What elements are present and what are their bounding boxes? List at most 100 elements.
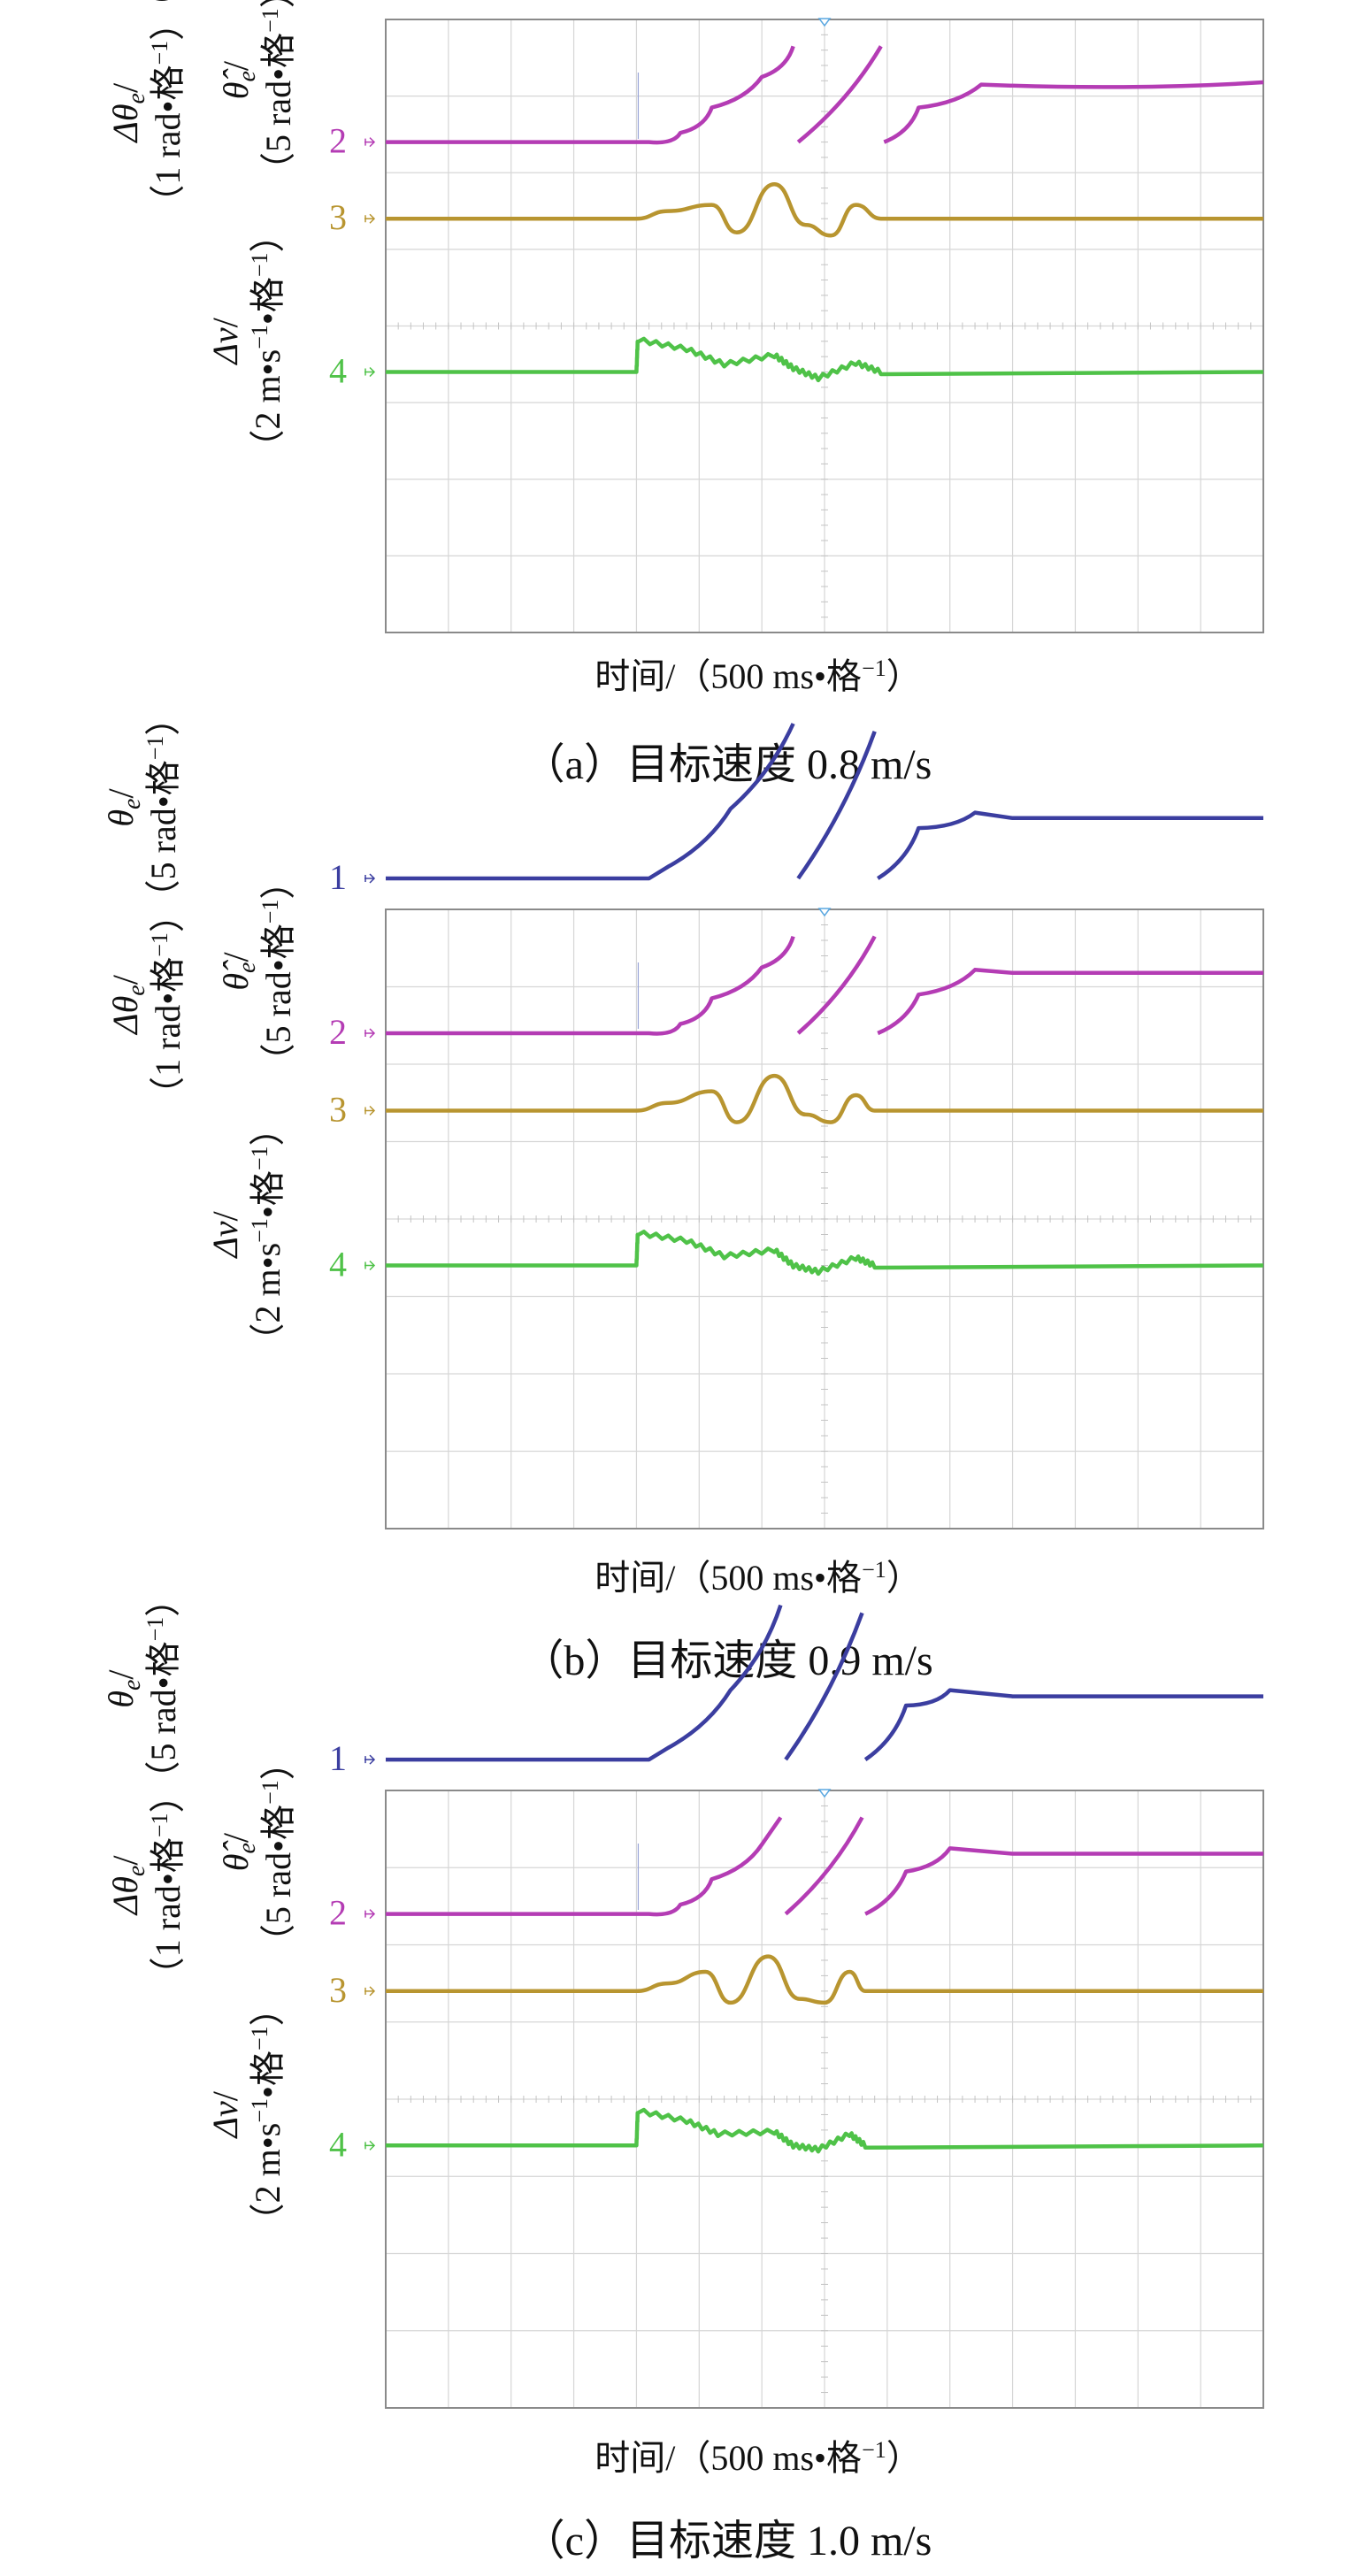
label-part: ） (148, 1777, 188, 1813)
label-part: ） (258, 0, 298, 8)
channel-arrow-icon (364, 1028, 376, 1039)
series-ch4-line (386, 336, 1264, 383)
label-part: e (119, 799, 146, 809)
label-part: 时间/（500 ms•格 (595, 656, 862, 696)
series-ch3-line (386, 181, 1263, 238)
label-part: −1 (862, 1557, 886, 1583)
label-part: e (234, 71, 261, 81)
series-ch3-line (386, 1073, 1263, 1124)
ylabel-unit-theta_hat: （5 rad•格−1） (257, 1744, 298, 1959)
channel-marker-3: 3 (329, 197, 347, 237)
ylabel-theta_hat: θ̂e/ (216, 952, 261, 991)
label-part: −1 (147, 1813, 173, 1837)
label-part: e (119, 1680, 146, 1690)
ylabel-unit-dv: （2 m•s−1•格−1） (247, 217, 288, 464)
label-part: ） (148, 897, 188, 932)
series-ch4-line (386, 2107, 1264, 2154)
label-part: ） (886, 2438, 922, 2478)
label-part: −1 (247, 1218, 272, 1243)
series-ch2-line (386, 1816, 1263, 1917)
label-part: e (123, 985, 150, 995)
label-part: （5 rad•格 (258, 1805, 298, 1959)
label-part: （5 rad•格 (143, 760, 183, 915)
label-part: / (101, 1669, 141, 1680)
trigger-marker (817, 18, 832, 27)
label-part: e (234, 962, 261, 973)
ylabel-theta: θe/ (101, 1669, 146, 1708)
label-part: / (205, 1210, 245, 1221)
label-part: θ (101, 1690, 141, 1708)
channel-marker-4: 4 (329, 350, 347, 390)
label-part: / (105, 82, 145, 93)
series-ch2-line (386, 45, 1264, 145)
label-part: ） (258, 1744, 298, 1780)
channel-arrow-icon (364, 213, 376, 224)
label-part: ） (258, 864, 298, 900)
ylabel-unit-dtheta: （1 rad•格−1） (147, 897, 188, 1112)
label-part: −1 (142, 736, 168, 761)
ylabel-dv: Δv/ (205, 317, 245, 365)
label-part: （2 m•s (248, 349, 288, 465)
label-part: ） (886, 1558, 922, 1598)
label-part: ） (248, 1110, 288, 1146)
panel-caption: （a）目标速度 0.8 m/s (523, 741, 932, 788)
label-part: −1 (257, 900, 283, 924)
label-part: Δθ (105, 996, 145, 1036)
label-part: •格 (248, 277, 288, 325)
label-part: ） (148, 5, 188, 41)
channel-marker-3: 3 (329, 1090, 347, 1130)
ylabel-dtheta: Δθe/ (105, 1855, 150, 1917)
label-part: / (205, 317, 245, 327)
label-part: 时间/（500 ms•格 (595, 2438, 862, 2478)
channel-arrow-icon (364, 366, 376, 378)
label-part: / (105, 1855, 145, 1866)
panel-caption: （b）目标速度 0.9 m/s (521, 1637, 932, 1684)
xlabel: 时间/（500 ms•格−1） (595, 1557, 921, 1598)
channel-arrow-icon (364, 2140, 376, 2150)
series-ch1-line (386, 723, 1263, 881)
panel-caption: （c）目标速度 1.0 m/s (523, 2518, 932, 2564)
channel-arrow-icon (364, 1986, 376, 1997)
ylabel-unit-theta_hat: （5 rad•格−1） (257, 864, 298, 1079)
channel-arrow-icon (364, 1260, 376, 1271)
ylabel-theta_hat: θ̂e/ (216, 60, 261, 99)
ylabel-unit-dtheta: （1 rad•格−1） (147, 5, 188, 220)
label-part: 时间/（500 ms•格 (595, 1558, 862, 1598)
label-part: Δθ (105, 104, 145, 143)
ylabel-unit-dtheta: （1 rad•格−1） (147, 1777, 188, 1992)
label-part: Δθ (105, 1876, 145, 1916)
xlabel: 时间/（500 ms•格−1） (595, 2437, 921, 2478)
channel-marker-1: 1 (329, 857, 347, 897)
series-ch2-line (386, 935, 1263, 1036)
label-part: Δv (205, 2101, 245, 2139)
channel-marker-2: 2 (329, 1012, 347, 1052)
label-part: （5 rad•格 (143, 0, 183, 26)
xlabel: 时间/（500 ms•格−1） (595, 656, 921, 696)
label-part: （5 rad•格 (258, 33, 298, 188)
label-part: −1 (257, 1780, 283, 1805)
label-part: ） (143, 1582, 183, 1617)
label-part: （5 rad•格 (258, 924, 298, 1078)
label-part: −1 (147, 932, 173, 957)
label-part: ） (248, 217, 288, 252)
label-part: −1 (142, 1617, 168, 1642)
label-part: （2 m•s (248, 1243, 288, 1359)
label-part: ） (248, 1990, 288, 2026)
label-part: −1 (862, 656, 886, 681)
label-part: •格 (248, 1170, 288, 1218)
ylabel-unit-theta: （5 rad•格−1） (142, 0, 183, 26)
label-part: e (234, 1843, 261, 1853)
channel-marker-1: 1 (329, 1738, 347, 1778)
label-part: / (216, 1832, 256, 1843)
label-part: −1 (147, 41, 173, 65)
label-part: ） (886, 656, 922, 696)
trigger-marker (817, 1789, 832, 1798)
label-part: / (205, 2090, 245, 2101)
channel-arrow-icon (364, 1754, 376, 1765)
label-part: Δv (205, 327, 245, 365)
series-ch1-line (386, 1604, 1263, 1762)
trigger-marker (817, 908, 832, 917)
channel-arrow-icon (364, 137, 376, 148)
ylabel-unit-theta_hat: （5 rad•格−1） (257, 0, 298, 188)
